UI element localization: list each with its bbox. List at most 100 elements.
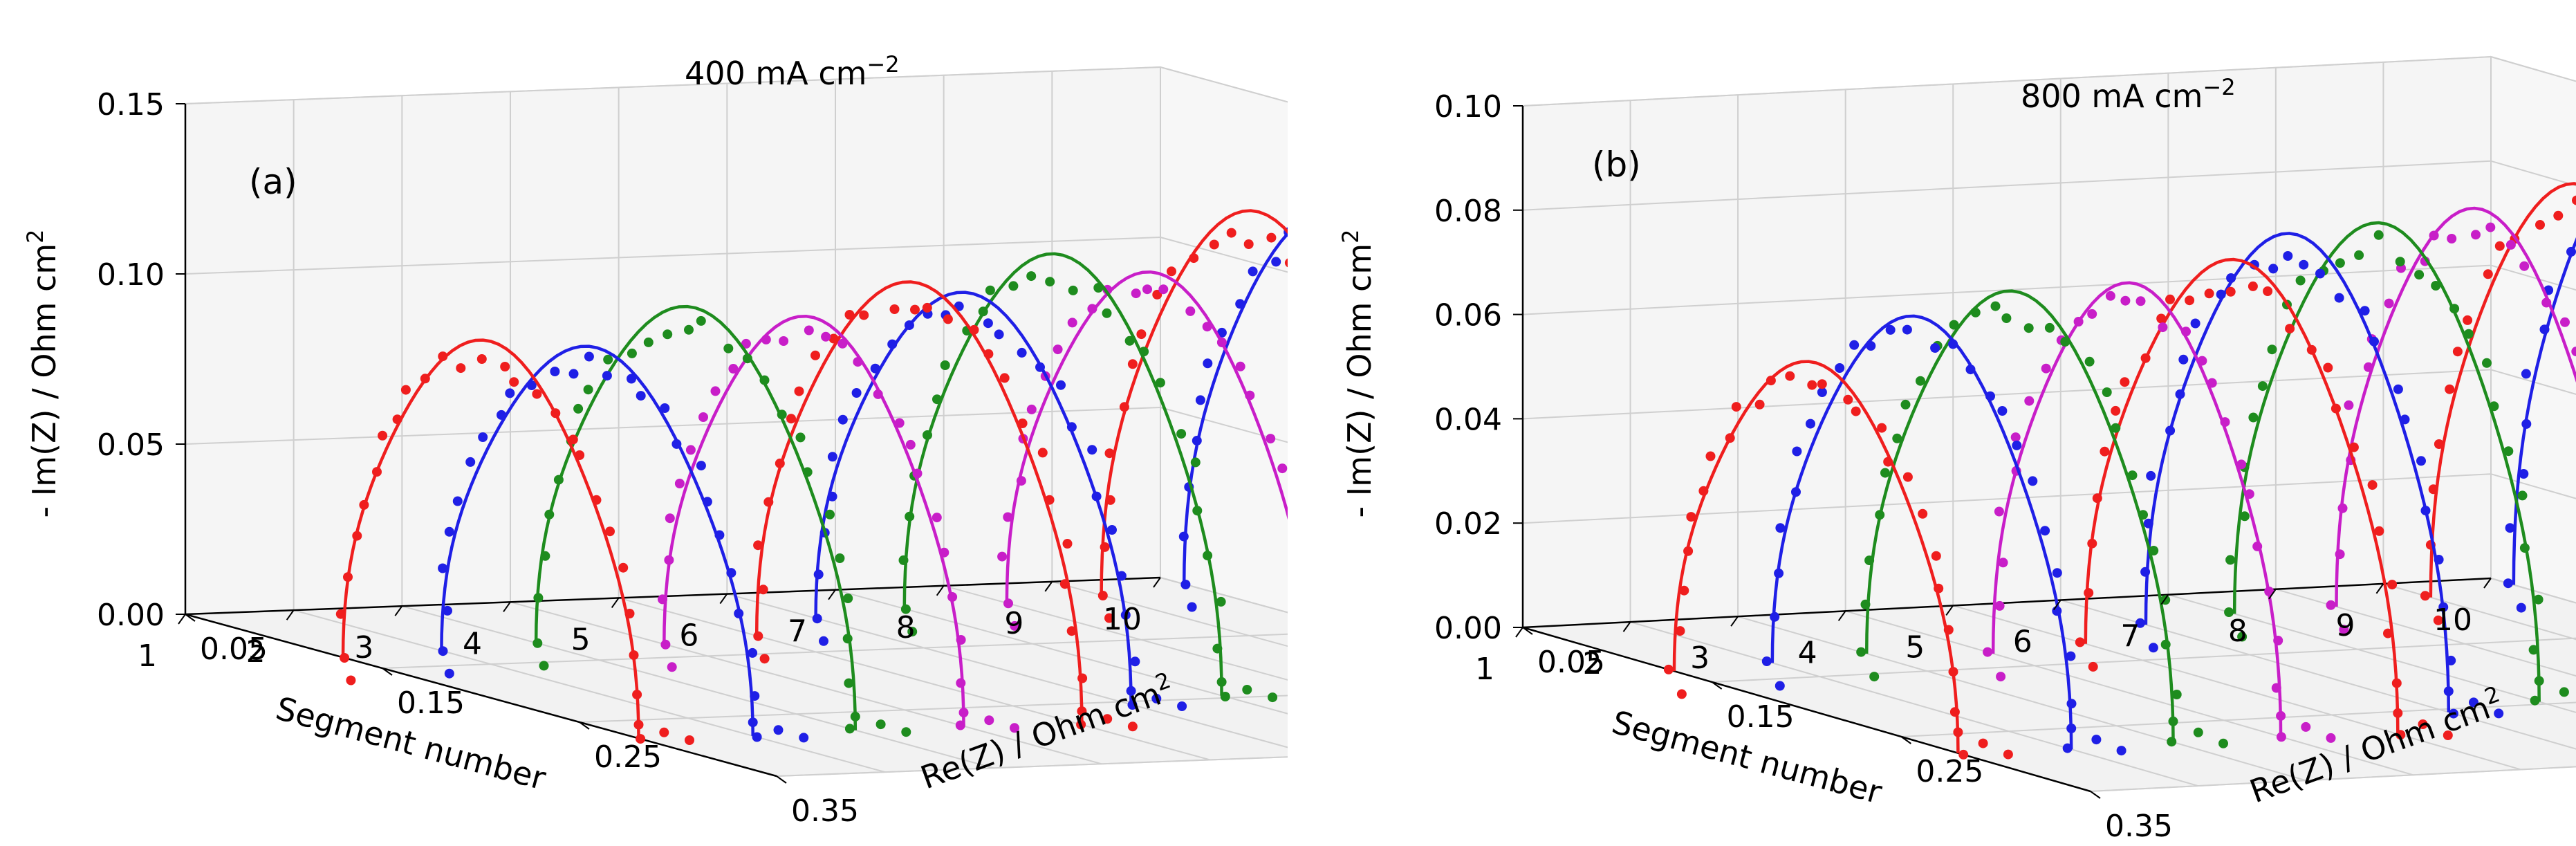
y-tick-mark (1044, 581, 1053, 592)
z-tick-label: 0.10 (1434, 89, 1502, 125)
data-point (802, 467, 813, 477)
data-point (835, 553, 845, 563)
gridline (1160, 237, 1288, 273)
data-point (1883, 457, 1893, 467)
data-point (1189, 253, 1199, 264)
y-axis-line (185, 576, 1161, 616)
data-point (2539, 324, 2550, 335)
axis-lines (184, 104, 1161, 778)
data-point (632, 690, 642, 700)
gridline (618, 597, 1210, 761)
data-point (819, 636, 828, 646)
data-point (1104, 613, 1114, 623)
data-point (837, 414, 848, 425)
data-point (1277, 463, 1288, 474)
data-point (1155, 378, 1165, 388)
data-point (887, 339, 898, 349)
x-tick-label: 0.25 (1916, 754, 1983, 789)
data-point (2073, 317, 2084, 327)
data-point (2566, 246, 2576, 257)
data-point (759, 375, 770, 385)
data-point (1245, 390, 1255, 401)
data-point (853, 357, 863, 367)
data-point (1775, 523, 1786, 533)
data-point (750, 691, 760, 701)
data-point (2560, 317, 2570, 327)
data-point (741, 338, 751, 349)
data-point (2248, 281, 2258, 291)
data-point (1880, 468, 1890, 478)
data-point (1190, 457, 1201, 468)
data-point (2463, 315, 2473, 325)
y-tick-mark (394, 605, 403, 616)
data-point (533, 593, 544, 603)
data-point (1008, 281, 1019, 291)
data-point (1683, 546, 1694, 556)
data-point (1943, 625, 1954, 635)
data-point (1948, 339, 1958, 349)
data-point (702, 497, 712, 507)
data-point (773, 725, 784, 735)
series-segment-7 (2224, 221, 2569, 706)
data-point (1766, 376, 1776, 386)
data-point (1843, 394, 1853, 405)
y-tick-label: 5 (1905, 629, 1925, 665)
fit-line-segment-8 (2335, 206, 2576, 607)
data-point (2052, 606, 2062, 616)
data-point (1216, 327, 1227, 338)
y-tick-label: 7 (2120, 619, 2140, 654)
data-point (813, 569, 824, 580)
data-point (1902, 324, 1912, 335)
data-point (2084, 588, 2094, 598)
data-point (2471, 230, 2481, 240)
data-point (1934, 583, 1944, 594)
data-point (2373, 230, 2384, 240)
data-point (2572, 195, 2576, 205)
data-point (667, 662, 677, 672)
y-tick-mark (936, 585, 945, 596)
data-point (955, 720, 965, 730)
y-tick-mark (286, 609, 295, 620)
data-point (2226, 273, 2236, 283)
data-point (723, 343, 734, 353)
data-point (1284, 258, 1288, 268)
z-axis-label-sup: 2 (1337, 230, 1364, 243)
data-point (2326, 733, 2336, 743)
data-point (359, 499, 369, 510)
data-point (343, 572, 353, 582)
z-tick-label: 0.00 (1434, 611, 1502, 646)
data-point (1059, 579, 1070, 589)
data-point (438, 563, 448, 573)
data-point (478, 432, 488, 442)
data-point (2165, 294, 2175, 304)
data-point (1725, 433, 1735, 443)
data-point (759, 654, 770, 664)
data-point (2066, 651, 2076, 661)
data-point (828, 333, 839, 344)
series-segment-2 (438, 344, 809, 743)
x-tick-label: 0.35 (791, 793, 859, 829)
data-point (873, 389, 883, 399)
data-point (2216, 289, 2226, 300)
gridline (943, 585, 1288, 681)
gridline (776, 756, 1288, 777)
data-point (335, 609, 346, 619)
data-point (633, 719, 644, 730)
data-point (465, 457, 476, 467)
data-point (1663, 664, 1674, 674)
data-point (2463, 329, 2474, 339)
y-tick-label: 9 (2335, 608, 2355, 643)
data-point (1176, 429, 1187, 439)
fit-line-segment-5 (754, 280, 1084, 725)
data-point (2084, 356, 2095, 367)
data-point (2360, 306, 2370, 316)
x-axis-line (1522, 626, 2091, 793)
data-point (684, 324, 694, 335)
data-point (2384, 298, 2394, 309)
data-point (636, 391, 646, 401)
data-point (1087, 304, 1097, 314)
chart-panel-b: 0.05 0.15 0.25 0.35 1 2 3 4 5 6 7 8 9 10 0.00 0.02 0.04 0… (1337, 55, 2576, 844)
gridline (727, 593, 1288, 748)
data-point (910, 304, 920, 315)
data-point (1177, 701, 1187, 711)
